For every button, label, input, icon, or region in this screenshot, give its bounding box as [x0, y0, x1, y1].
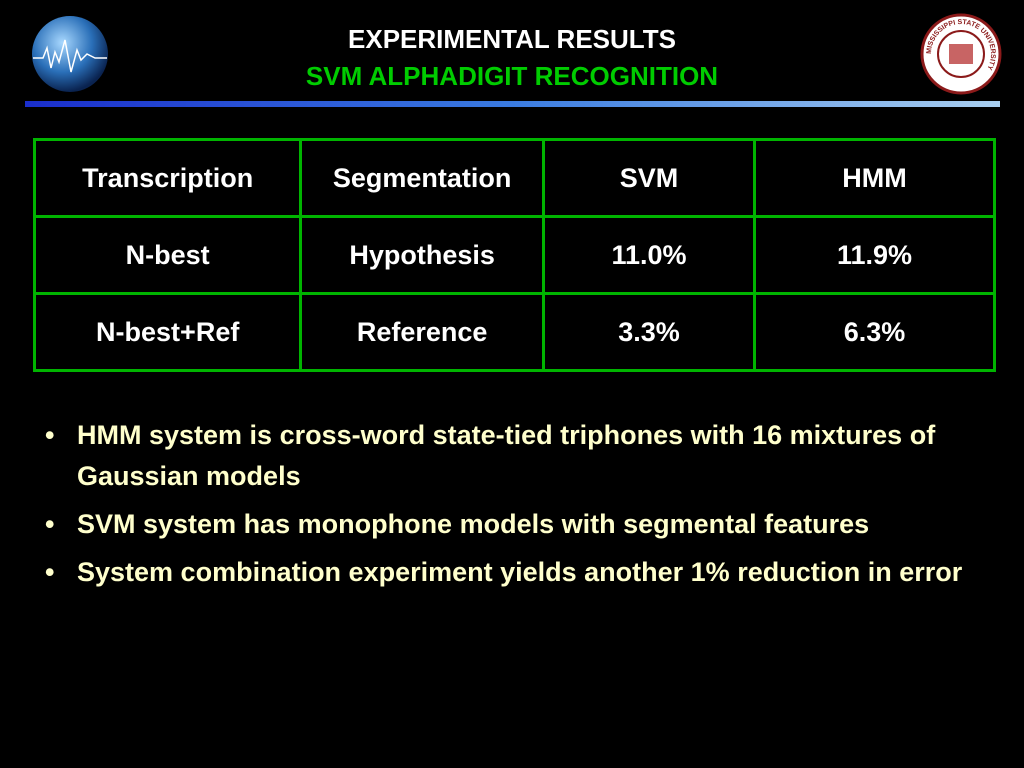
cell: 11.0% [541, 215, 757, 295]
bullet: SVM system has monophone models with seg… [45, 504, 985, 545]
globe-logo [32, 16, 108, 92]
title: EXPERIMENTAL RESULTS [348, 24, 676, 54]
header-cell: Segmentation [299, 138, 545, 218]
cell: 6.3% [753, 292, 996, 372]
cell: 3.3% [541, 292, 757, 372]
cell: Reference [299, 292, 545, 372]
university-seal: MISSISSIPPI STATE UNIVERSITY [920, 13, 1002, 95]
row: N-best+Ref Reference 3.3% 6.3% [32, 292, 996, 372]
divider [25, 101, 1000, 107]
bullet: HMM system is cross-word state-tied trip… [45, 415, 985, 497]
header-cell: HMM [753, 138, 996, 218]
bullet: System combination experiment yields ano… [45, 552, 985, 593]
row: N-best Hypothesis 11.0% 11.9% [32, 215, 996, 295]
bullet-list: HMM system is cross-word state-tied trip… [45, 415, 985, 600]
subtitle: SVM ALPHADIGIT RECOGNITION [305, 61, 719, 91]
results-table: Transcription Segmentation SVM HMM N-bes… [32, 138, 996, 372]
header-cell: SVM [541, 138, 757, 218]
header-cell: Transcription [32, 138, 303, 218]
header-row: Transcription Segmentation SVM HMM [32, 138, 996, 218]
cell: N-best+Ref [32, 292, 303, 372]
cell: 11.9% [753, 215, 996, 295]
cell: N-best [32, 215, 303, 295]
cell: Hypothesis [299, 215, 545, 295]
